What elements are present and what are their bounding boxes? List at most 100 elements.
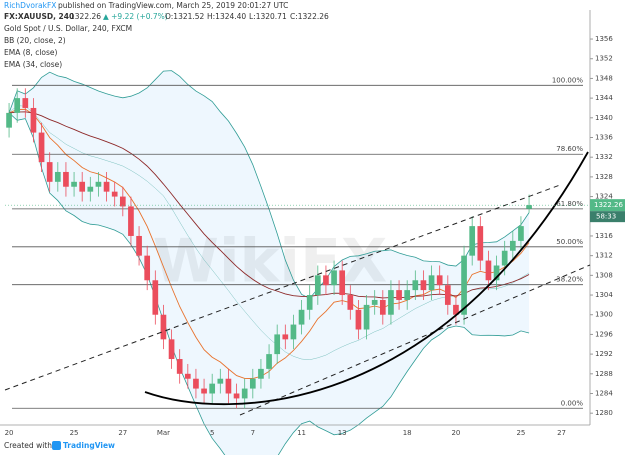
y-tick-label: 1316 — [595, 232, 613, 240]
x-tick-label: Mar — [157, 429, 170, 437]
candle-body — [379, 299, 386, 315]
x-tick-label: 11 — [297, 429, 306, 437]
candle-body — [298, 309, 305, 325]
candle-body — [331, 270, 337, 286]
candle-body — [420, 280, 427, 291]
candle-body — [38, 132, 45, 163]
header: RichDvorakFX published on TradingView.co… — [4, 1, 329, 33]
x-tick-label: 27 — [557, 429, 566, 437]
ema-line — [9, 111, 530, 299]
candle-body — [233, 393, 240, 399]
y-tick-label: 1288 — [595, 370, 613, 378]
y-tick-label: 1312 — [595, 252, 613, 260]
x-tick-label: 25 — [70, 429, 79, 437]
candle-body — [282, 334, 289, 340]
candle-body — [144, 255, 151, 281]
y-tick-label: 1348 — [595, 74, 613, 82]
fib-label: 50.00% — [556, 238, 583, 246]
candle-body — [461, 255, 467, 315]
candle-body — [526, 205, 532, 209]
last: 1322.26 — [70, 12, 101, 21]
countdown-label: 58:33 — [596, 213, 616, 221]
x-tick-label: 20 — [5, 429, 14, 437]
y-tick-label: 1300 — [595, 311, 613, 319]
parabolic-curve — [144, 151, 589, 406]
close: C:1322.26 — [290, 12, 329, 21]
candle-body — [485, 260, 492, 281]
y-tick-label: 1336 — [595, 134, 613, 142]
candle-body — [241, 388, 248, 399]
x-tick-label: 13 — [338, 429, 347, 437]
fib-label: 61.80% — [556, 200, 583, 208]
candle-body — [518, 226, 524, 241]
candle-body — [71, 181, 77, 187]
candle-body — [493, 265, 500, 281]
author: RichDvorakFX — [4, 1, 56, 10]
fib-label: 100.00% — [552, 76, 583, 84]
candle-body — [388, 290, 394, 315]
footer-brand: TradingView — [63, 441, 115, 450]
candle-body — [501, 250, 508, 266]
plot-area: 100.00% 78.60% 61.80% 50.00% 38.20% 0.00% — [6, 70, 584, 455]
candle-body — [193, 378, 199, 389]
bollinger-basis — [8, 105, 530, 361]
candle-body — [428, 275, 435, 291]
y-tick-label: 1332 — [595, 153, 613, 161]
instrument: Gold Spot / U.S. Dollar, 240, FXCM — [4, 24, 132, 33]
candle-body — [469, 226, 476, 256]
candle-body — [119, 196, 126, 207]
indicator-label: EMA (8, close) — [4, 48, 58, 57]
price-tag-label: 1322.26 — [594, 201, 623, 209]
candle-body — [363, 304, 370, 330]
published: published on TradingView.com, March 25, … — [58, 1, 288, 10]
x-tick-label: 25 — [516, 429, 525, 437]
candle-body — [54, 171, 61, 182]
candle-body — [46, 162, 53, 182]
candle-body — [22, 98, 29, 108]
candle-body — [371, 299, 378, 305]
low: L:1320.71 — [249, 12, 287, 21]
candle-body — [79, 181, 86, 192]
candle-body — [314, 275, 321, 296]
candle-body — [103, 181, 110, 192]
candle-body — [290, 324, 297, 340]
y-tick-label: 1340 — [595, 114, 613, 122]
x-tick-label: 18 — [403, 429, 412, 437]
candle-body — [160, 314, 167, 340]
candle-body — [396, 290, 402, 300]
symbol: FX:XAUUSD, 240 — [4, 12, 74, 21]
candle-body — [444, 285, 451, 305]
price-tag — [590, 199, 625, 212]
candle-body — [176, 359, 183, 374]
y-tick-label: 1304 — [595, 291, 613, 299]
indicator-label: BB (20, close, 2) — [4, 36, 66, 45]
candle-body — [111, 191, 118, 197]
candle-body — [201, 388, 207, 394]
fib-label: 0.00% — [561, 399, 584, 407]
footer: Created with TradingView — [4, 441, 115, 450]
candle-body — [14, 98, 21, 113]
indicator-legend: BB (20, close, 2) EMA (8, close) EMA (34, … — [4, 36, 66, 69]
x-tick-label: 27 — [118, 429, 127, 437]
candle-body — [509, 240, 516, 251]
y-tick-label: 1308 — [595, 271, 613, 279]
candle-body — [404, 290, 411, 300]
candle-body — [6, 112, 12, 128]
y-tick-label: 1284 — [595, 389, 613, 397]
fib-label: 78.60% — [556, 145, 583, 153]
y-tick-label: 1296 — [595, 330, 613, 338]
candle-body — [477, 226, 484, 261]
trend-line — [239, 264, 591, 416]
countdown-tag — [590, 211, 625, 223]
candle-body — [95, 181, 102, 187]
candle-body — [128, 206, 134, 236]
candle-body — [355, 309, 362, 330]
open: O:1321.52 — [165, 12, 205, 21]
candle-body — [249, 378, 256, 389]
indicator-label: EMA (34, close) — [4, 60, 62, 69]
candle-body — [209, 383, 216, 394]
change: ▲ +9.22 (+0.7%) — [103, 12, 168, 21]
candle-body — [30, 107, 37, 133]
x-tick-label: 20 — [451, 429, 460, 437]
